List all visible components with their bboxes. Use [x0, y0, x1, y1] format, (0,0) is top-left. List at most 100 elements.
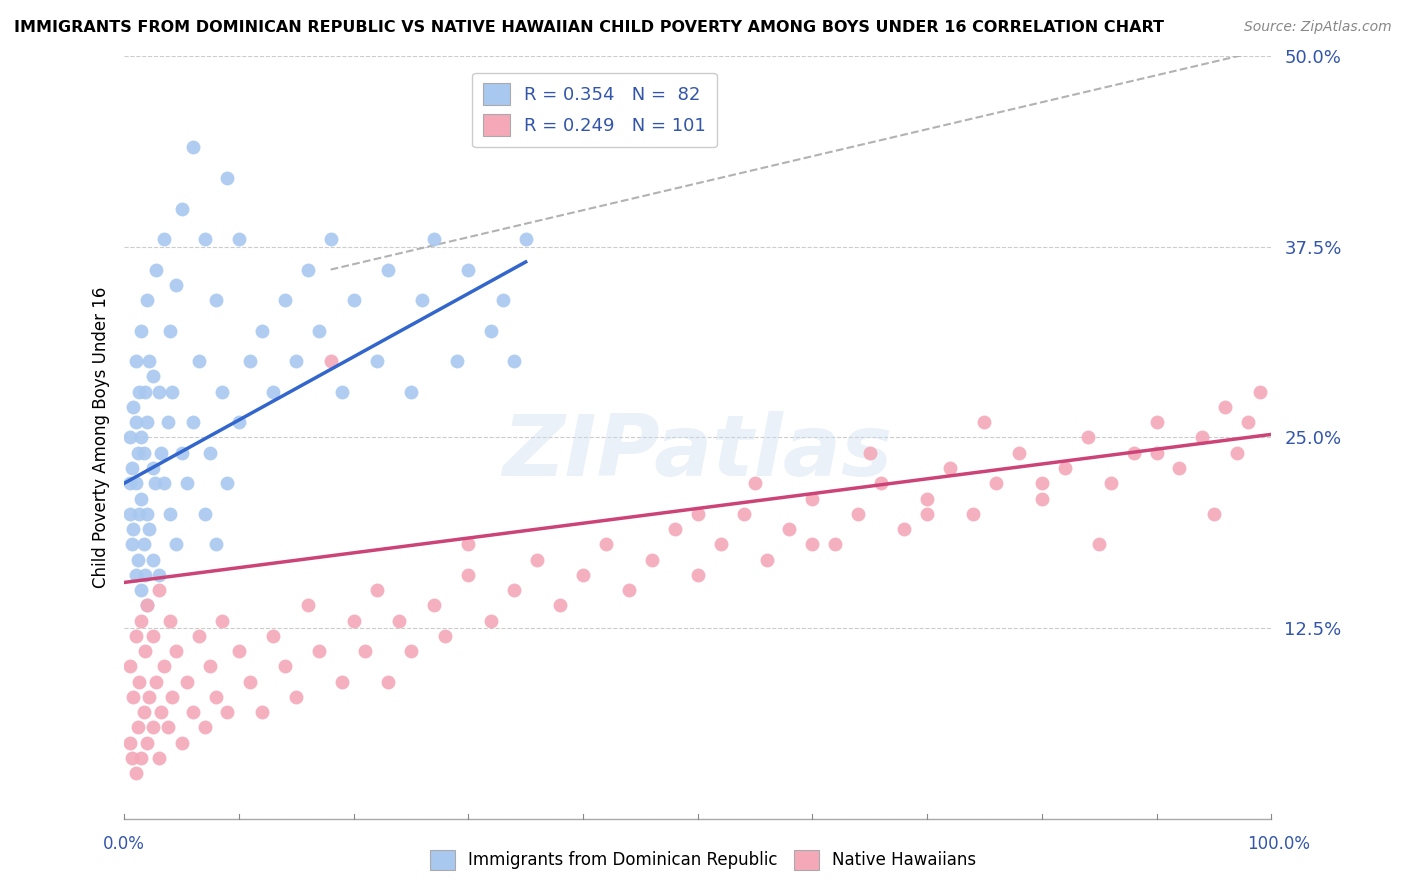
- Point: [228, 232, 250, 246]
- Point: [217, 171, 239, 186]
- Point: [330, 674, 353, 689]
- Point: [132, 705, 155, 719]
- Point: [1215, 400, 1237, 414]
- Point: [319, 354, 342, 368]
- Point: [170, 202, 193, 216]
- Point: [755, 552, 778, 566]
- Point: [411, 293, 433, 307]
- Point: [308, 324, 330, 338]
- Point: [664, 522, 686, 536]
- Point: [285, 354, 308, 368]
- Point: [128, 384, 150, 399]
- Point: [457, 567, 479, 582]
- Point: [142, 629, 165, 643]
- Point: [159, 324, 181, 338]
- Point: [572, 567, 595, 582]
- Point: [779, 522, 801, 536]
- Point: [366, 354, 388, 368]
- Y-axis label: Child Poverty Among Boys Under 16: Child Poverty Among Boys Under 16: [93, 286, 110, 588]
- Point: [1146, 446, 1168, 460]
- Point: [162, 384, 184, 399]
- Point: [136, 293, 159, 307]
- Point: [125, 354, 148, 368]
- Point: [193, 232, 215, 246]
- Point: [205, 293, 228, 307]
- Point: [121, 537, 143, 551]
- Point: [388, 614, 411, 628]
- Text: ZIPatlas: ZIPatlas: [502, 411, 893, 494]
- Point: [915, 507, 938, 521]
- Point: [984, 476, 1007, 491]
- Point: [686, 507, 709, 521]
- Point: [142, 721, 165, 735]
- Point: [1226, 446, 1249, 460]
- Point: [297, 262, 319, 277]
- Point: [330, 384, 353, 399]
- Point: [131, 751, 153, 765]
- Point: [122, 690, 145, 704]
- Point: [162, 690, 184, 704]
- Point: [1053, 461, 1076, 475]
- Point: [145, 674, 167, 689]
- Point: [503, 583, 526, 598]
- Point: [285, 690, 308, 704]
- Point: [211, 384, 233, 399]
- Point: [181, 415, 204, 429]
- Point: [125, 415, 148, 429]
- Point: [131, 430, 153, 444]
- Point: [170, 446, 193, 460]
- Point: [710, 537, 733, 551]
- Point: [228, 644, 250, 658]
- Point: [132, 446, 155, 460]
- Point: [1008, 446, 1031, 460]
- Text: 100.0%: 100.0%: [1247, 835, 1310, 853]
- Point: [142, 369, 165, 384]
- Point: [250, 705, 273, 719]
- Point: [262, 629, 284, 643]
- Point: [121, 751, 143, 765]
- Point: [733, 507, 755, 521]
- Point: [142, 552, 165, 566]
- Point: [308, 644, 330, 658]
- Point: [526, 552, 548, 566]
- Point: [1077, 430, 1099, 444]
- Point: [159, 507, 181, 521]
- Point: [128, 507, 150, 521]
- Point: [170, 736, 193, 750]
- Point: [181, 140, 204, 154]
- Point: [973, 415, 995, 429]
- Point: [211, 614, 233, 628]
- Point: [122, 400, 145, 414]
- Point: [165, 537, 187, 551]
- Point: [153, 659, 176, 673]
- Point: [136, 415, 159, 429]
- Point: [262, 384, 284, 399]
- Point: [131, 324, 153, 338]
- Point: [1191, 430, 1213, 444]
- Point: [686, 567, 709, 582]
- Point: [274, 293, 297, 307]
- Point: [503, 354, 526, 368]
- Point: [548, 599, 571, 613]
- Point: [145, 262, 167, 277]
- Point: [118, 476, 141, 491]
- Point: [118, 507, 141, 521]
- Point: [915, 491, 938, 506]
- Point: [136, 599, 159, 613]
- Point: [250, 324, 273, 338]
- Point: [118, 430, 141, 444]
- Point: [939, 461, 962, 475]
- Point: [125, 629, 148, 643]
- Point: [200, 446, 222, 460]
- Point: [125, 766, 148, 780]
- Point: [457, 262, 479, 277]
- Point: [153, 476, 176, 491]
- Point: [1237, 415, 1260, 429]
- Point: [515, 232, 537, 246]
- Point: [479, 614, 502, 628]
- Point: [423, 232, 446, 246]
- Point: [187, 354, 209, 368]
- Legend: Immigrants from Dominican Republic, Native Hawaiians: Immigrants from Dominican Republic, Nati…: [423, 843, 983, 877]
- Point: [377, 674, 399, 689]
- Point: [153, 232, 176, 246]
